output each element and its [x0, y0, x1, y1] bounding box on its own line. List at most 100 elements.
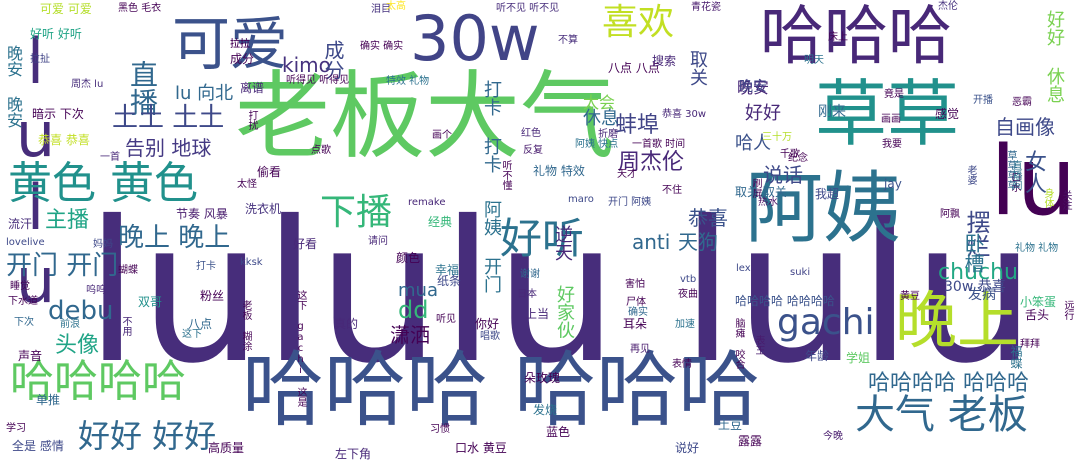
cloud-word: 天才 — [617, 169, 637, 180]
cloud-word: 30w — [410, 2, 540, 75]
cloud-word: 听见 — [436, 314, 456, 325]
cloud-word: chuchu — [938, 260, 1018, 285]
cloud-word: 说话 — [763, 163, 803, 187]
cloud-word: 礼物 礼物 — [1015, 243, 1059, 254]
cloud-word: 睡觉 — [10, 281, 30, 292]
cloud-word: 好好 休息 — [1044, 10, 1065, 103]
cloud-word: 千歌 — [780, 149, 800, 160]
cloud-word: 晚安 晚安 — [4, 45, 23, 128]
cloud-word: 老板大气 — [235, 62, 616, 172]
cloud-word: 开播 — [973, 95, 993, 106]
cloud-word: 成分 — [230, 52, 255, 66]
cloud-word: 学习 — [6, 423, 26, 434]
cloud-word: 拉扯 — [30, 54, 50, 65]
cloud-word: 青花瓷 — [691, 2, 721, 13]
cloud-word: lululu lulu — [85, 179, 1036, 406]
cloud-word: 拉拉 — [230, 39, 250, 50]
cloud-word: 下次 — [14, 317, 34, 328]
cloud-word: 洗衣机 — [245, 202, 282, 216]
cloud-word: 哈人 — [735, 133, 771, 154]
cloud-word: 热水 — [758, 197, 778, 208]
cloud-word: 确实 确实 — [360, 41, 404, 52]
cloud-word: 成分 — [321, 40, 345, 80]
cloud-word: 搜索 — [652, 54, 677, 68]
cloud-word: 拉拉 — [230, 39, 250, 50]
cloud-word: 30w 恭喜 — [944, 279, 1006, 295]
cloud-word: 流汗 — [8, 217, 33, 231]
cloud-word: 颜色 — [396, 251, 421, 265]
cloud-word: 阿姨 开门 — [481, 200, 502, 293]
cloud-word: 今晚 — [823, 431, 843, 442]
cloud-word: 直播间 — [1010, 160, 1021, 190]
cloud-word: 点歌 — [311, 145, 331, 156]
cloud-word: 蝴蝶 — [118, 265, 138, 276]
cloud-word: 学姐 — [846, 351, 871, 365]
cloud-word: 哈哈哈哈 — [10, 356, 186, 407]
cloud-word: 不算 — [558, 35, 578, 46]
cloud-word: 反复 — [523, 145, 543, 156]
cloud-word: 潇洒 — [390, 323, 430, 347]
cloud-word: 说好 — [675, 441, 700, 455]
cloud-word: jay — [884, 177, 902, 191]
cloud-word: 听不见 听不见 — [496, 3, 560, 14]
cloud-word: 福蝶 — [1009, 345, 1023, 369]
cloud-word: 听不懂 — [500, 160, 511, 190]
cloud-word: 口水 — [1009, 172, 1020, 192]
cloud-word: 晚上 晚上 — [118, 223, 231, 253]
cloud-word: 不住 — [662, 185, 682, 196]
cloud-word: 蓝色 — [546, 425, 571, 439]
cloud-word: 纪念 — [788, 153, 808, 164]
cloud-word: 黄色 黄色 — [8, 158, 198, 209]
cloud-word: dd — [398, 296, 429, 324]
cloud-word: 下播 — [320, 192, 393, 233]
cloud-word: 听得见 听得见 — [286, 75, 350, 86]
cloud-word: 远行 — [1062, 300, 1073, 320]
cloud-word: 舌头 — [1025, 308, 1050, 322]
cloud-word: 哈哈哈 — [760, 0, 952, 74]
cloud-word: 好家伙 — [554, 285, 575, 339]
cloud-word: 哈哈哈哈 哈哈哈哈 — [735, 294, 835, 308]
cloud-word: 土土 土土 — [112, 103, 225, 133]
cloud-word: 下水道 — [8, 296, 38, 307]
cloud-word: 感觉 — [935, 107, 960, 121]
cloud-word: 头像 — [55, 333, 100, 358]
cloud-word: 发病 — [968, 287, 996, 303]
cloud-word: 纸条 — [437, 274, 462, 288]
cloud-word: lu 向北 — [175, 83, 234, 104]
cloud-word: 唱歌 — [480, 331, 500, 342]
cloud-word: 这下 gachi 这是 — [295, 290, 306, 407]
cloud-word: 逆天 — [552, 225, 573, 261]
cloud-word: 离谱 — [240, 81, 265, 95]
cloud-word: 节奏 风暴 — [176, 207, 228, 221]
cloud-word: gachi — [777, 302, 875, 343]
cloud-word: 三十万 — [762, 132, 792, 143]
cloud-word: 刚来 — [818, 104, 846, 120]
cloud-word: 特效 礼物 — [386, 76, 430, 87]
cloud-word: 我要 — [882, 139, 902, 150]
cloud-word: 耳朵 — [623, 317, 648, 331]
cloud-word: 黑色 毛衣 — [118, 3, 162, 14]
cloud-word: 草草 — [815, 72, 960, 156]
cloud-word: kksk — [240, 257, 263, 268]
cloud-word: 八点 — [188, 317, 213, 331]
cloud-word: 蚌埠 — [615, 113, 660, 138]
cloud-word: 卧槽 — [961, 233, 985, 273]
cloud-word: 礼物 特效 — [533, 164, 585, 178]
cloud-word: 画个 — [432, 130, 452, 141]
cloud-word: 主播 — [45, 208, 90, 233]
cloud-word: 好听 好听 — [30, 27, 82, 41]
cloud-word: 折磨 — [598, 129, 618, 140]
cloud-word: 打扰 — [246, 110, 257, 130]
cloud-word: 可爱 — [172, 10, 289, 78]
cloud-word: 发烧 — [533, 403, 558, 417]
cloud-word: suki — [790, 267, 811, 278]
cloud-word: 开门 开门 — [6, 251, 119, 281]
cloud-word: 晚安 — [739, 79, 767, 95]
cloud-word: 画画 — [881, 114, 901, 125]
cloud-word: 朵玫瑰 — [524, 371, 561, 385]
cloud-word: 阿姨 — [745, 164, 902, 254]
cloud-word: 这下 — [182, 329, 202, 340]
cloud-word: lovelive — [6, 237, 45, 248]
cloud-word: 单推 — [36, 393, 61, 407]
